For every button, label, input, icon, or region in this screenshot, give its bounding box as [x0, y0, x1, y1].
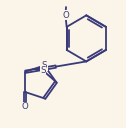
- Text: S: S: [42, 61, 47, 70]
- Text: O: O: [22, 102, 29, 111]
- Text: S: S: [40, 66, 46, 75]
- Text: O: O: [62, 11, 69, 20]
